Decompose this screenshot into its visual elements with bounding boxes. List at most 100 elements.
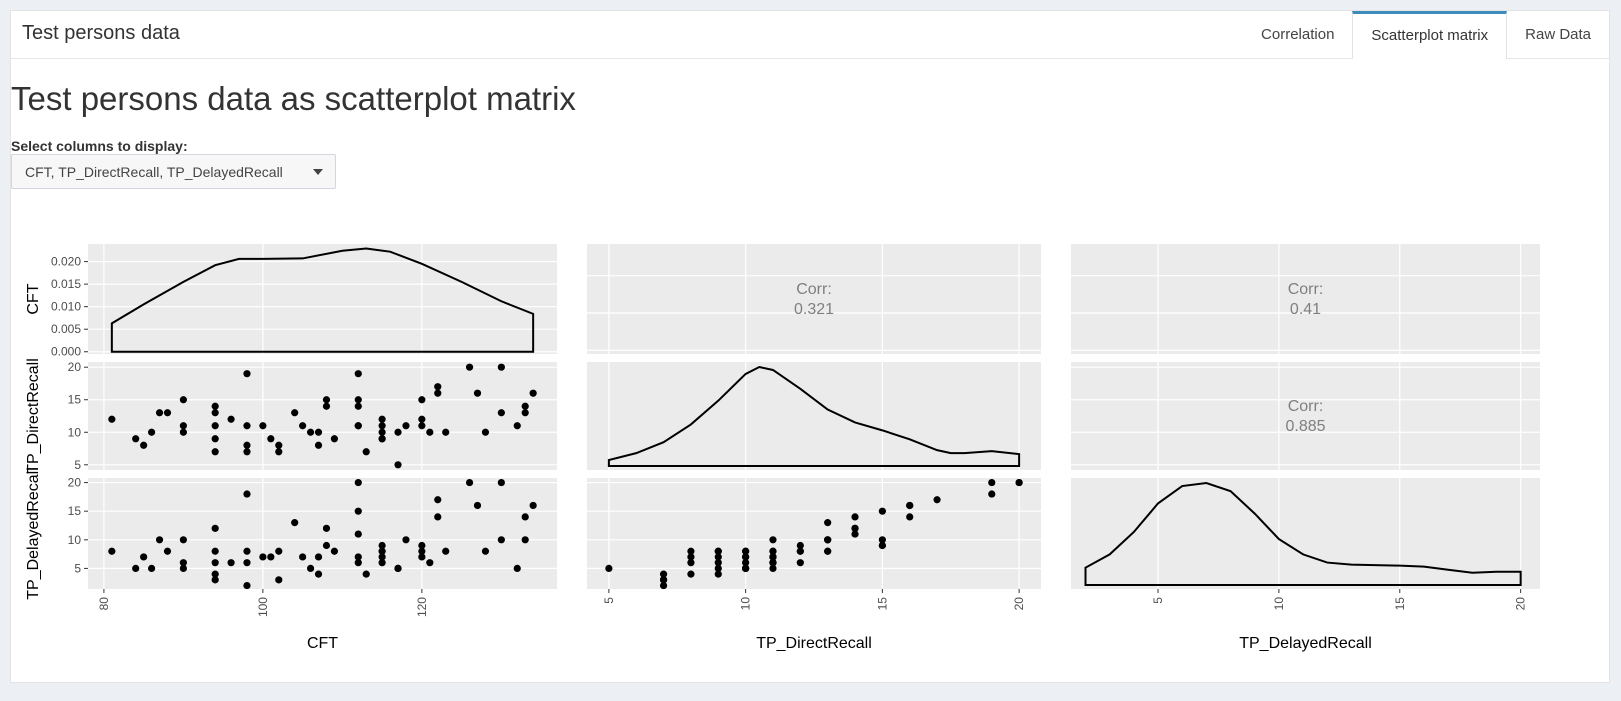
scatter-point: [354, 422, 362, 430]
scatter-point: [529, 389, 537, 397]
scatter-point: [513, 422, 521, 430]
columns-select[interactable]: CFT, TP_DirectRecall, TP_DelayedRecall: [11, 154, 336, 189]
scatter-point: [291, 409, 299, 417]
scatter-point: [211, 570, 219, 578]
scatter-point: [275, 547, 283, 555]
scatter-point: [314, 441, 323, 449]
scatter-point: [521, 409, 529, 417]
x-tick-label: 10: [1272, 597, 1286, 611]
scatter-point: [211, 524, 219, 532]
corr-value: 0.885: [1285, 418, 1325, 435]
scatter-point: [687, 553, 695, 561]
scatter-point: [211, 559, 219, 567]
scatter-point: [330, 547, 339, 555]
scatter-point: [179, 422, 187, 430]
scatter-point: [878, 507, 886, 515]
panel-1-2: [1071, 362, 1540, 470]
scatter-point: [521, 402, 529, 410]
scatter-point: [442, 547, 450, 555]
scatter-point: [179, 536, 187, 544]
scatter-point: [314, 570, 323, 578]
x-axis-title: CFT: [307, 635, 338, 652]
scatter-point: [147, 564, 156, 573]
app-title: Test persons data: [22, 22, 180, 44]
y-axis-title: TP_DirectRecall: [25, 358, 42, 474]
tab-scatterplot-matrix[interactable]: Scatterplot matrix: [1352, 11, 1508, 59]
panel-2-0: [88, 478, 557, 589]
corr-value: 0.41: [1290, 301, 1321, 318]
scatter-point: [481, 428, 490, 436]
y-tick-label: 10: [68, 533, 82, 547]
scatter-point: [769, 536, 777, 544]
panel-0-2: [1071, 244, 1540, 354]
scatter-point: [314, 428, 323, 436]
scatter-point: [465, 363, 474, 371]
x-tick-label: 10: [739, 597, 753, 611]
scatter-point: [259, 553, 267, 561]
panel-1-1: [587, 362, 1041, 470]
scatter-point: [418, 547, 426, 555]
x-tick-label: 15: [1393, 597, 1407, 611]
scatter-point: [418, 396, 426, 404]
scatter-point: [521, 513, 529, 521]
scatter-point: [796, 559, 804, 567]
scatter-point: [378, 547, 386, 555]
y-tick-label: 5: [74, 561, 81, 575]
scatter-point: [108, 547, 116, 555]
scatter-point: [378, 559, 386, 567]
scatter-point: [906, 513, 914, 521]
y-tick-label: 20: [68, 360, 82, 374]
scatter-point: [434, 389, 442, 397]
scatter-point: [132, 435, 140, 443]
scatter-point: [473, 501, 482, 510]
scatter-point: [434, 383, 442, 391]
scatter-point: [211, 448, 219, 456]
scatter-point: [605, 564, 613, 573]
tab-correlation[interactable]: Correlation: [1261, 26, 1335, 43]
x-tick-label: 5: [1151, 597, 1165, 604]
scatter-point: [306, 564, 315, 573]
scatter-point: [742, 564, 750, 573]
tab-raw-data[interactable]: Raw Data: [1525, 26, 1591, 43]
scatter-point: [426, 559, 434, 567]
scatter-point: [878, 541, 886, 550]
scatter-point: [473, 389, 482, 397]
corr-label: Corr:: [796, 281, 832, 298]
scatter-point: [211, 547, 219, 555]
scatter-point: [824, 536, 832, 544]
scatter-point: [354, 553, 362, 561]
scatter-point: [179, 559, 187, 567]
scatter-point: [330, 435, 339, 443]
scatter-point: [211, 435, 219, 443]
scatter-point: [354, 396, 362, 404]
scatter-point: [426, 428, 434, 436]
scatter-point: [378, 415, 386, 423]
scatter-point: [659, 581, 668, 590]
y-tick-label: 0.015: [51, 277, 81, 291]
scatter-point: [179, 396, 187, 404]
y-tick-label: 10: [68, 425, 82, 439]
scatter-point: [714, 564, 722, 573]
scatter-point: [659, 570, 668, 578]
scatter-point: [354, 370, 362, 378]
scatter-point: [163, 409, 172, 417]
scatter-point: [529, 501, 537, 510]
scatter-point: [243, 547, 251, 555]
x-tick-label: 15: [875, 597, 889, 611]
scatter-point: [394, 461, 402, 469]
scatter-point: [465, 478, 474, 487]
select-columns-label: Select columns to display:: [11, 138, 188, 154]
scatter-point: [211, 402, 219, 410]
scatter-point: [211, 422, 219, 430]
scatter-point: [147, 428, 156, 436]
scatter-point: [227, 415, 235, 423]
scatter-point: [155, 536, 164, 544]
scatter-point: [322, 396, 331, 404]
scatter-point: [227, 559, 235, 567]
scatter-point: [521, 536, 529, 544]
columns-select-value: CFT, TP_DirectRecall, TP_DelayedRecall: [25, 164, 283, 180]
scatter-point: [108, 415, 116, 423]
x-tick-label: 100: [256, 597, 270, 617]
scatter-point: [354, 530, 362, 538]
y-axis-title: TP_DelayedRecall: [25, 467, 42, 600]
